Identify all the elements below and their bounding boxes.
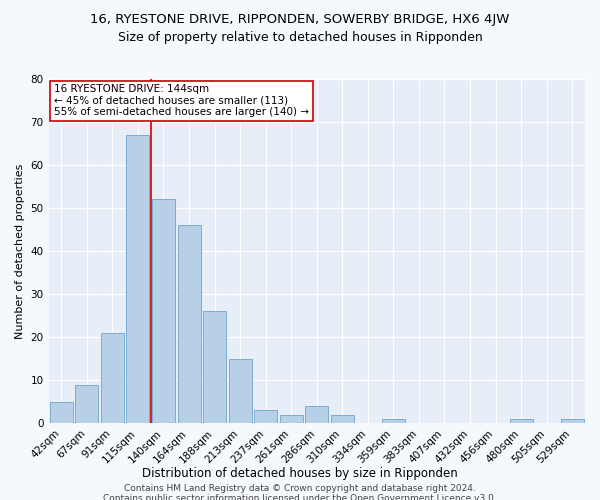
Text: 16 RYESTONE DRIVE: 144sqm
← 45% of detached houses are smaller (113)
55% of semi: 16 RYESTONE DRIVE: 144sqm ← 45% of detac… (54, 84, 309, 117)
Bar (50, 402, 73, 423)
Bar (305, 406, 328, 423)
Text: 16, RYESTONE DRIVE, RIPPONDEN, SOWERBY BRIDGE, HX6 4JW: 16, RYESTONE DRIVE, RIPPONDEN, SOWERBY B… (91, 12, 509, 26)
Bar (229, 358, 251, 424)
Bar (331, 414, 354, 424)
Bar (280, 414, 303, 424)
Text: Contains HM Land Registry data © Crown copyright and database right 2024.: Contains HM Land Registry data © Crown c… (124, 484, 476, 493)
Bar (101, 333, 124, 424)
Text: Contains public sector information licensed under the Open Government Licence v3: Contains public sector information licen… (103, 494, 497, 500)
Bar (254, 410, 277, 424)
Bar (382, 419, 405, 424)
Bar (76, 384, 98, 424)
Bar (509, 419, 533, 424)
Text: Size of property relative to detached houses in Ripponden: Size of property relative to detached ho… (118, 31, 482, 44)
Bar (178, 226, 200, 424)
Bar (127, 135, 149, 424)
Bar (203, 312, 226, 424)
Y-axis label: Number of detached properties: Number of detached properties (15, 164, 25, 339)
Bar (561, 419, 584, 424)
Bar (152, 200, 175, 424)
Text: Distribution of detached houses by size in Ripponden: Distribution of detached houses by size … (142, 468, 458, 480)
